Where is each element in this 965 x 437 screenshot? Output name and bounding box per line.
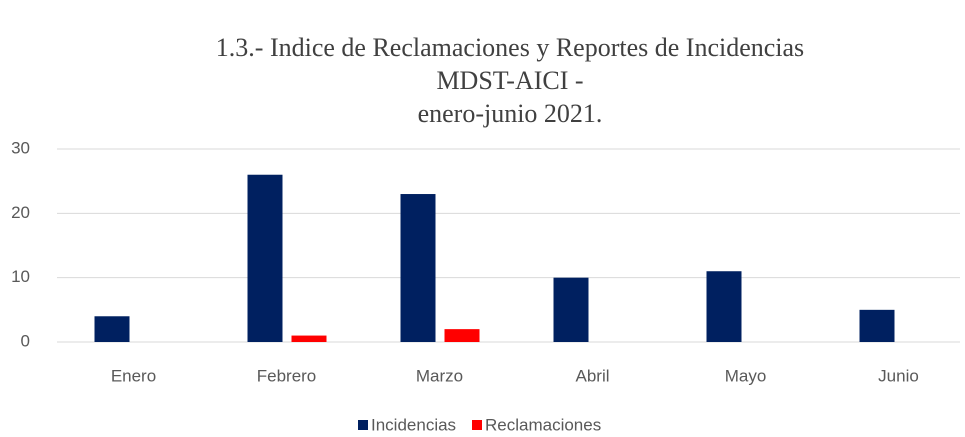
bar — [444, 329, 480, 342]
x-tick-label: Marzo — [416, 366, 463, 385]
legend-label: Incidencias — [371, 415, 456, 434]
bar — [247, 174, 283, 342]
x-tick-label: Febrero — [257, 366, 317, 385]
x-tick-label: Junio — [878, 366, 919, 385]
x-tick-label: Abril — [575, 366, 609, 385]
legend-swatch — [472, 420, 482, 430]
bar — [400, 194, 436, 342]
chart-title: MDST-AICI - — [436, 66, 583, 95]
y-tick-label: 0 — [21, 331, 30, 350]
x-tick-label: Enero — [111, 366, 156, 385]
bar — [706, 271, 742, 342]
bar — [94, 316, 130, 342]
legend-swatch — [358, 420, 368, 430]
legend-label: Reclamaciones — [485, 415, 601, 434]
y-tick-label: 10 — [11, 267, 30, 286]
x-tick-label: Mayo — [725, 366, 767, 385]
bar — [553, 277, 589, 342]
y-tick-label: 30 — [11, 138, 30, 157]
bar — [291, 335, 327, 342]
y-tick-label: 20 — [11, 203, 30, 222]
bar — [859, 309, 895, 342]
chart-title: 1.3.- Indice de Reclamaciones y Reportes… — [216, 33, 804, 62]
chart-title: enero-junio 2021. — [418, 99, 603, 128]
